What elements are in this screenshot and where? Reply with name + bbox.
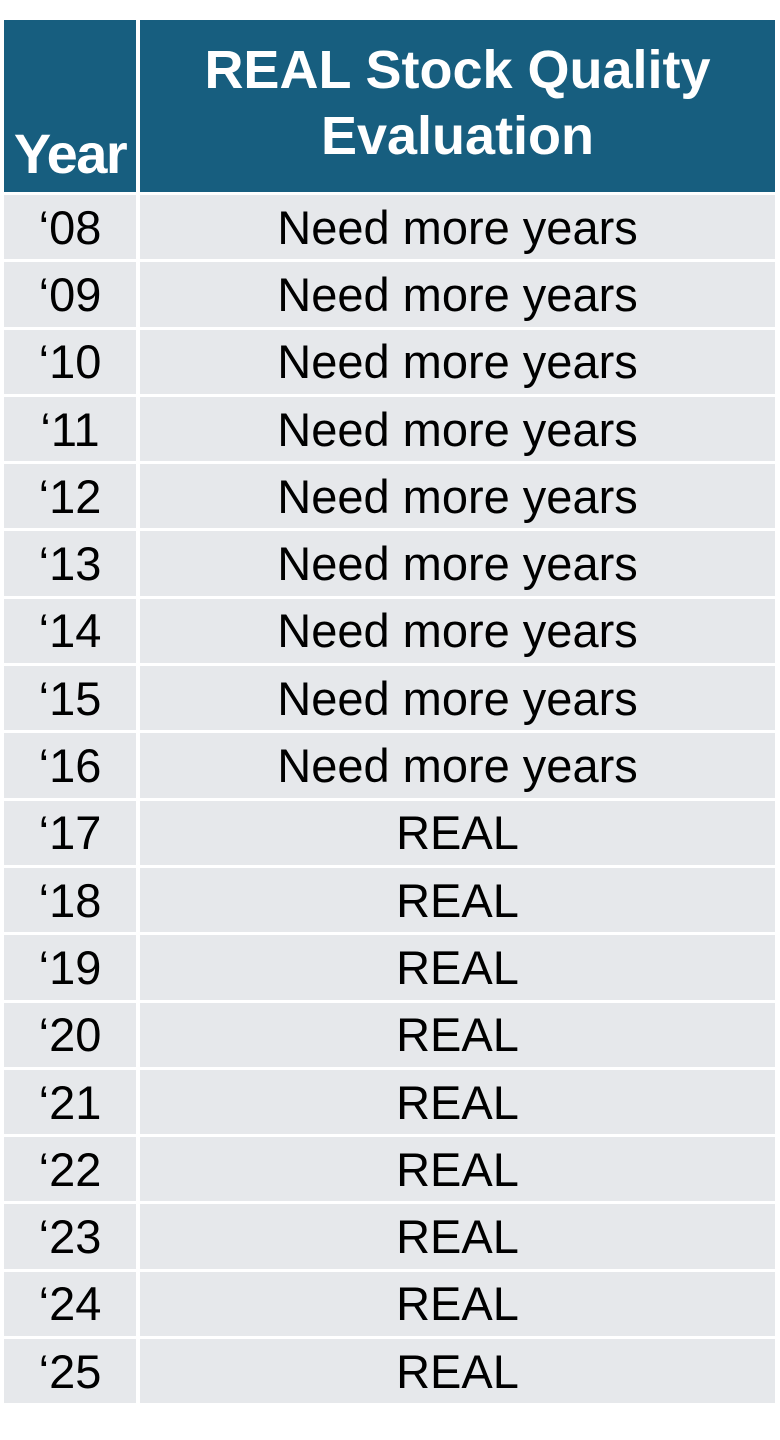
year-cell: ‘19 xyxy=(4,935,136,1000)
evaluation-cell: REAL xyxy=(140,800,775,865)
year-cell: ‘14 xyxy=(4,598,136,664)
year-cell: ‘22 xyxy=(4,1137,136,1202)
evaluation-cell: Need more years xyxy=(140,329,775,394)
year-cell: ‘18 xyxy=(4,867,136,933)
evaluation-cell: Need more years xyxy=(140,195,775,260)
evaluation-cell: REAL xyxy=(140,1002,775,1067)
evaluation-cell: Need more years xyxy=(140,464,775,529)
evaluation-cell: Need more years xyxy=(140,262,775,327)
evaluation-cell: REAL xyxy=(140,1204,775,1269)
evaluation-cell: REAL xyxy=(140,1069,775,1135)
evaluation-cell: Need more years xyxy=(140,733,775,798)
evaluation-cell: Need more years xyxy=(140,598,775,664)
evaluation-cell: REAL xyxy=(140,1137,775,1202)
evaluation-cell: REAL xyxy=(140,1271,775,1337)
year-cell: ‘25 xyxy=(4,1339,136,1404)
year-cell: ‘09 xyxy=(4,262,136,327)
evaluation-cell: Need more years xyxy=(140,396,775,462)
year-cell: ‘13 xyxy=(4,531,136,596)
header-evaluation: REAL Stock Quality Evaluation xyxy=(140,20,775,192)
header-evaluation-line1: REAL Stock Quality xyxy=(204,40,711,100)
year-cell: ‘20 xyxy=(4,1002,136,1067)
year-cell: ‘12 xyxy=(4,464,136,529)
year-cell: ‘17 xyxy=(4,800,136,865)
year-cell: ‘21 xyxy=(4,1069,136,1135)
year-cell: ‘15 xyxy=(4,666,136,731)
year-cell: ‘24 xyxy=(4,1271,136,1337)
header-evaluation-line2: Evaluation xyxy=(320,106,595,166)
evaluation-cell: Need more years xyxy=(140,531,775,596)
year-cell: ‘23 xyxy=(4,1204,136,1269)
year-cell: ‘11 xyxy=(4,396,136,462)
year-cell: ‘08 xyxy=(4,195,136,260)
evaluation-cell: Need more years xyxy=(140,666,775,731)
header-year: Year xyxy=(4,20,136,192)
evaluation-cell: REAL xyxy=(140,867,775,933)
quality-evaluation-table: Year REAL Stock Quality Evaluation ‘08 Ne… xyxy=(4,20,775,1404)
evaluation-cell: REAL xyxy=(140,1339,775,1404)
year-cell: ‘10 xyxy=(4,329,136,394)
evaluation-cell: REAL xyxy=(140,935,775,1000)
year-cell: ‘16 xyxy=(4,733,136,798)
